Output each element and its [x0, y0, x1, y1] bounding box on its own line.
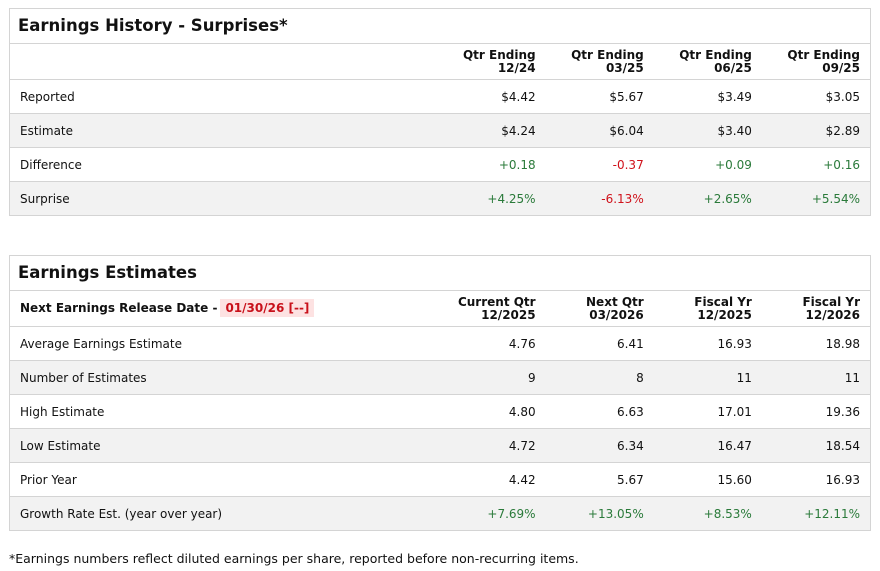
table-row: High Estimate 4.80 6.63 17.01 19.36: [10, 394, 870, 429]
earnings-history-panel: Earnings History - Surprises* Qtr Ending…: [9, 8, 871, 216]
cell-value: $3.40: [653, 113, 762, 148]
row-label: Low Estimate: [10, 428, 438, 463]
cell-value: +12.11%: [761, 496, 870, 530]
cell-value: +2.65%: [653, 181, 762, 215]
cell-value: 6.63: [545, 394, 654, 429]
cell-value: +0.09: [653, 147, 762, 182]
column-header: Next Qtr 03/2026: [545, 291, 654, 327]
earnings-estimates-table: Next Earnings Release Date -01/30/26 [--…: [10, 291, 870, 530]
earnings-history-title: Earnings History - Surprises*: [10, 9, 870, 44]
row-label: High Estimate: [10, 394, 438, 429]
column-header-line2: 03/2026: [589, 307, 644, 322]
table-row: Number of Estimates 9 8 11 11: [10, 360, 870, 395]
earnings-estimates-panel: Earnings Estimates Next Earnings Release…: [9, 255, 871, 531]
column-header-line1: Current Qtr: [457, 294, 536, 309]
cell-value: 11: [653, 360, 762, 395]
row-label: Estimate: [10, 113, 438, 148]
cell-value: $4.24: [437, 113, 546, 148]
table-row: Growth Rate Est. (year over year) +7.69% +…: [10, 496, 870, 530]
row-label: Average Earnings Estimate: [10, 326, 438, 361]
cell-value: +13.05%: [545, 496, 654, 530]
cell-value: -6.13%: [545, 181, 654, 215]
table-row: Surprise +4.25% -6.13% +2.65% +5.54%: [10, 181, 870, 215]
cell-value: +5.54%: [761, 181, 870, 215]
cell-value: +0.18: [437, 147, 546, 182]
cell-value: +8.53%: [653, 496, 762, 530]
column-header-line2: 12/2025: [697, 307, 752, 322]
table-row: Reported $4.42 $5.67 $3.49 $3.05: [10, 79, 870, 114]
cell-value: 4.42: [437, 462, 546, 497]
column-header-line1: Qtr Ending: [571, 47, 644, 62]
earnings-estimates-title: Earnings Estimates: [10, 256, 870, 291]
cell-value: 16.93: [761, 462, 870, 497]
table-row: Estimate $4.24 $6.04 $3.40 $2.89: [10, 113, 870, 148]
column-header-line1: Qtr Ending: [787, 47, 860, 62]
column-header-line1: Fiscal Yr: [802, 294, 860, 309]
column-header-line2: 03/25: [605, 60, 644, 75]
footnote: *Earnings numbers reflect diluted earnin…: [9, 551, 579, 566]
column-header: Current Qtr 12/2025: [437, 291, 546, 327]
cell-value: $4.42: [437, 79, 546, 114]
table-row: Low Estimate 4.72 6.34 16.47 18.54: [10, 428, 870, 463]
cell-value: 16.93: [653, 326, 762, 361]
cell-value: 4.76: [437, 326, 546, 361]
cell-value: 18.54: [761, 428, 870, 463]
column-header: Qtr Ending 03/25: [545, 44, 654, 80]
row-label: Reported: [10, 79, 438, 114]
header-blank: [10, 44, 438, 80]
column-header-line2: 12/24: [497, 60, 536, 75]
cell-value: 6.41: [545, 326, 654, 361]
row-label: Growth Rate Est. (year over year): [10, 496, 438, 530]
cell-value: +0.16: [761, 147, 870, 182]
release-date-header: Next Earnings Release Date -01/30/26 [--…: [10, 291, 438, 327]
column-header-line2: 12/2025: [481, 307, 536, 322]
cell-value: +7.69%: [437, 496, 546, 530]
column-header-line2: 09/25: [822, 60, 860, 75]
column-header: Qtr Ending 06/25: [653, 44, 762, 80]
table-row: Average Earnings Estimate 4.76 6.41 16.93 18…: [10, 326, 870, 361]
cell-value: 9: [437, 360, 546, 395]
release-date-badge: 01/30/26 [--]: [220, 299, 315, 317]
cell-value: -0.37: [545, 147, 654, 182]
cell-value: $2.89: [761, 113, 870, 148]
row-label: Prior Year: [10, 462, 438, 497]
cell-value: +4.25%: [437, 181, 546, 215]
table-row: Prior Year 4.42 5.67 15.60 16.93: [10, 462, 870, 497]
column-header-line2: 12/2026: [805, 307, 860, 322]
cell-value: 19.36: [761, 394, 870, 429]
cell-value: 4.72: [437, 428, 546, 463]
cell-value: 15.60: [653, 462, 762, 497]
row-label: Number of Estimates: [10, 360, 438, 395]
cell-value: 17.01: [653, 394, 762, 429]
column-header-line1: Qtr Ending: [462, 47, 536, 62]
cell-value: 18.98: [761, 326, 870, 361]
column-header: Fiscal Yr 12/2025: [653, 291, 762, 327]
cell-value: $6.04: [545, 113, 654, 148]
row-label: Difference: [10, 147, 438, 182]
row-label: Surprise: [10, 181, 438, 215]
column-header-line1: Next Qtr: [586, 294, 644, 309]
cell-value: 16.47: [653, 428, 762, 463]
cell-value: 8: [545, 360, 654, 395]
cell-value: $3.05: [761, 79, 870, 114]
cell-value: 11: [761, 360, 870, 395]
cell-value: $5.67: [545, 79, 654, 114]
column-header: Fiscal Yr 12/2026: [761, 291, 870, 327]
column-header-line1: Qtr Ending: [679, 47, 752, 62]
column-header-line1: Fiscal Yr: [694, 294, 752, 309]
earnings-history-table: Qtr Ending 12/24 Qtr Ending 03/25 Qtr Ending…: [10, 44, 870, 215]
cell-value: $3.49: [653, 79, 762, 114]
column-header-line2: 06/25: [714, 60, 752, 75]
cell-value: 4.80: [437, 394, 546, 429]
table-row: Difference +0.18 -0.37 +0.09 +0.16: [10, 147, 870, 182]
release-date-label: Next Earnings Release Date -: [20, 301, 218, 315]
cell-value: 5.67: [545, 462, 654, 497]
column-header: Qtr Ending 09/25: [761, 44, 870, 80]
column-header: Qtr Ending 12/24: [437, 44, 546, 80]
cell-value: 6.34: [545, 428, 654, 463]
